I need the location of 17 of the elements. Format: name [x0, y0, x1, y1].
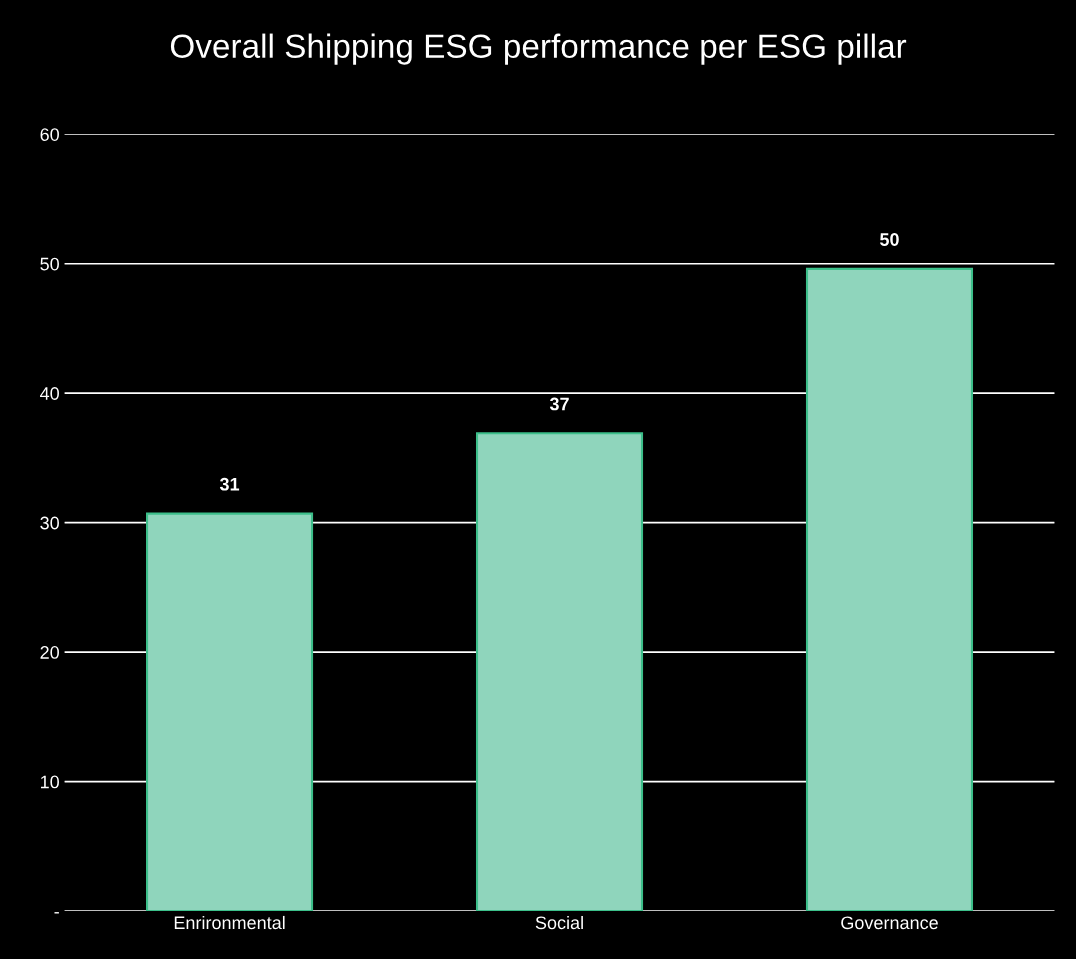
x-tick-label: Social — [535, 915, 583, 930]
data-label: 37 — [549, 397, 569, 411]
y-tick-label: 40 — [40, 387, 59, 400]
data-label: 31 — [219, 477, 240, 491]
y-tick-label: 30 — [40, 516, 59, 530]
bar — [146, 512, 314, 912]
y-tick-label: 10 — [40, 775, 59, 789]
bar — [475, 432, 644, 912]
y-tick-label: 20 — [40, 646, 59, 659]
x-tick-label: Enrironmental — [174, 915, 285, 930]
x-tick-label: Governance — [841, 916, 938, 930]
y-tick-label: 50 — [40, 257, 59, 271]
bar — [805, 267, 974, 912]
y-tick-label: 60 — [40, 128, 59, 141]
data-label: 50 — [880, 233, 899, 246]
chart-title: Overall Shipping ESG performance per ESG pillar — [170, 33, 907, 65]
y-tick-label: - — [54, 912, 59, 914]
